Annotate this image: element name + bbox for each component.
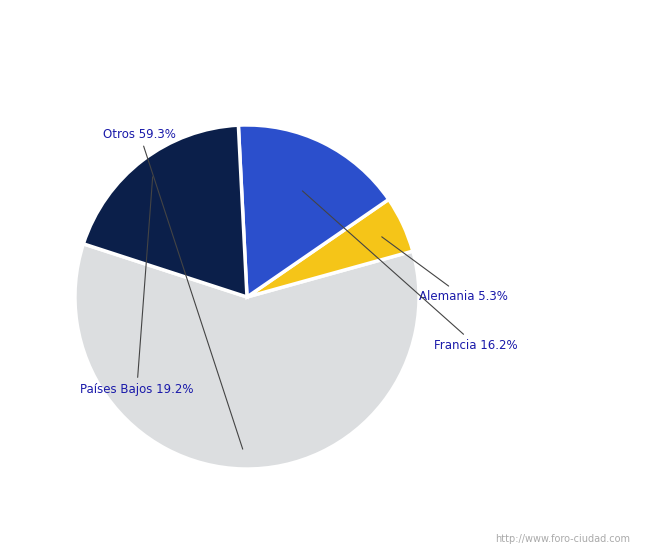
Text: http://www.foro-ciudad.com: http://www.foro-ciudad.com — [495, 535, 630, 544]
Text: Marchena - Turistas extranjeros según país - Octubre de 2024: Marchena - Turistas extranjeros según pa… — [98, 15, 552, 31]
Text: Alemania 5.3%: Alemania 5.3% — [382, 237, 508, 304]
Text: Países Bajos 19.2%: Países Bajos 19.2% — [80, 177, 194, 396]
Wedge shape — [247, 200, 413, 297]
Text: Otros 59.3%: Otros 59.3% — [103, 128, 242, 449]
Wedge shape — [239, 125, 389, 297]
Wedge shape — [83, 125, 247, 297]
Wedge shape — [75, 244, 419, 469]
Text: Francia 16.2%: Francia 16.2% — [302, 191, 518, 352]
